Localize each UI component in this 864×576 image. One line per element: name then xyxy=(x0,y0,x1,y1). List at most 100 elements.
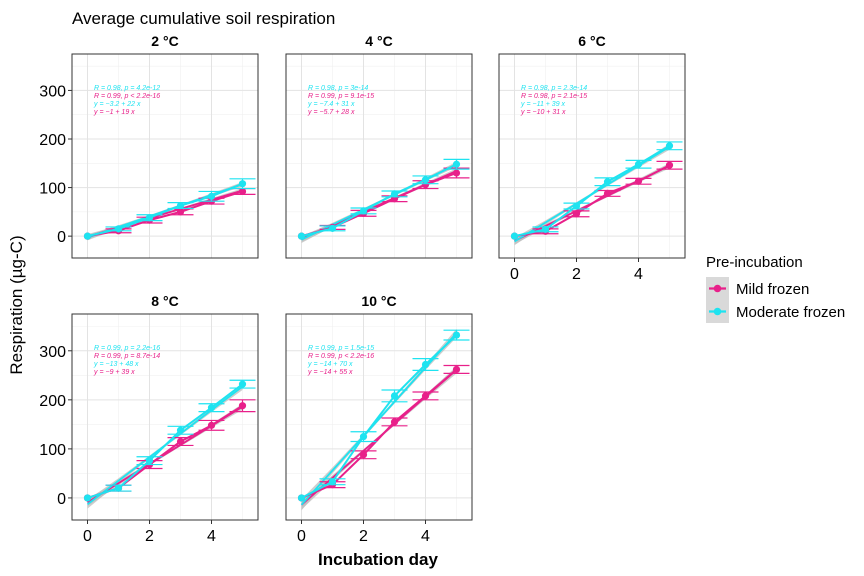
data-point-moderate xyxy=(297,232,306,240)
data-point-moderate xyxy=(176,201,185,210)
data-point-mild xyxy=(207,421,216,429)
panel-border xyxy=(71,53,259,259)
data-point-moderate xyxy=(176,426,185,434)
data-point-mild xyxy=(359,451,368,459)
regression-annotation: R = 0.99, p = 8.7e-14 xyxy=(94,353,160,360)
data-point-moderate xyxy=(145,214,154,222)
regression-annotation: R = 0.98, p = 2.1e-15 xyxy=(521,93,587,100)
data-point-mild xyxy=(238,402,247,410)
data-point-moderate xyxy=(421,360,430,369)
data-point-moderate xyxy=(634,160,643,168)
legend-item-moderate: Moderate frozen xyxy=(706,300,845,323)
panel-background xyxy=(286,54,472,258)
data-point-moderate xyxy=(390,190,399,198)
data-point-mild xyxy=(603,189,612,197)
data-point-moderate xyxy=(603,178,612,186)
data-point-moderate xyxy=(572,202,581,210)
data-point-moderate xyxy=(207,192,216,200)
legend-point-moderate xyxy=(713,307,722,316)
data-point-moderate xyxy=(421,176,430,184)
series-line-mild xyxy=(87,190,243,238)
legend-title: Pre-incubation xyxy=(706,254,803,271)
panel-strip-label: 2 °C xyxy=(151,33,178,49)
regression-annotation: R = 0.99, p < 2.2e-16 xyxy=(308,353,374,360)
regression-annotation: R = 0.98, p = 3e-14 xyxy=(308,85,368,92)
data-point-mild xyxy=(634,177,643,185)
regression-annotation: y = −13 + 48 x xyxy=(93,361,139,368)
series-line-moderate xyxy=(87,182,243,238)
data-point-moderate xyxy=(359,433,368,441)
panel-strip-label: 10 °C xyxy=(361,293,396,309)
x-tick-label: 4 xyxy=(421,528,430,545)
data-point-moderate xyxy=(452,331,461,339)
panel-border xyxy=(285,313,473,521)
x-axis-label: Incubation day xyxy=(318,550,439,569)
panel-border xyxy=(498,53,686,259)
facet-panels: 2 °CR = 0.98, p = 4.2e-12R = 0.99, p < 2… xyxy=(39,33,686,545)
data-point-moderate xyxy=(238,180,247,188)
panel-background xyxy=(72,54,258,258)
x-tick-label: 4 xyxy=(634,266,643,283)
regression-annotation: y = −14 + 70 x xyxy=(307,361,353,368)
x-tick-label: 2 xyxy=(145,528,154,545)
series-line-moderate xyxy=(514,144,671,238)
panel-border xyxy=(71,313,259,521)
data-point-moderate xyxy=(452,160,461,168)
data-point-moderate xyxy=(297,494,306,502)
regression-annotation: y = −1 + 19 x xyxy=(93,109,135,116)
x-tick-label: 2 xyxy=(359,528,368,545)
data-point-moderate xyxy=(238,380,247,388)
legend-point-mild xyxy=(713,284,722,293)
series-line-moderate xyxy=(301,163,457,238)
x-tick-label: 4 xyxy=(207,528,216,545)
data-point-mild xyxy=(390,418,399,426)
data-point-mild xyxy=(238,187,247,196)
data-point-moderate xyxy=(328,224,337,232)
data-point-mild xyxy=(421,392,430,400)
y-tick-label: 300 xyxy=(39,344,66,361)
data-point-moderate xyxy=(328,478,337,486)
legend-label-mild: Mild frozen xyxy=(736,281,809,298)
regression-annotation: y = −14 + 55 x xyxy=(307,369,353,376)
y-tick-label: 0 xyxy=(57,491,66,508)
data-point-moderate xyxy=(145,457,154,465)
x-tick-label: 2 xyxy=(572,266,581,283)
regression-annotation: R = 0.99, p = 1.5e-15 xyxy=(308,345,374,352)
data-point-mild xyxy=(665,161,674,169)
data-point-moderate xyxy=(359,207,368,215)
regression-annotation: y = −7.4 + 31 x xyxy=(307,101,355,108)
chart-title: Average cumulative soil respiration xyxy=(72,9,335,28)
data-point-moderate xyxy=(83,494,92,502)
y-tick-label: 200 xyxy=(39,393,66,410)
legend-label-moderate: Moderate frozen xyxy=(736,304,845,321)
y-tick-label: 0 xyxy=(57,229,66,246)
data-point-mild xyxy=(452,169,461,177)
data-point-moderate xyxy=(207,404,216,412)
legend-item-mild: Mild frozen xyxy=(706,277,809,300)
y-tick-label: 100 xyxy=(39,442,66,459)
y-tick-label: 300 xyxy=(39,83,66,100)
data-point-moderate xyxy=(665,142,674,150)
regression-annotation: R = 0.99, p = 2.2e-16 xyxy=(94,345,160,352)
panel-strip-label: 6 °C xyxy=(578,33,605,49)
y-axis-label: Respiration (µg-C) xyxy=(7,235,26,374)
regression-annotation: y = −9 + 39 x xyxy=(93,369,135,376)
y-tick-label: 100 xyxy=(39,181,66,198)
panel-border xyxy=(285,53,473,259)
data-point-mild xyxy=(452,365,461,374)
legend: Pre-incubation Mild frozen Moderate froz… xyxy=(706,254,845,323)
panel-strip-label: 8 °C xyxy=(151,293,178,309)
regression-annotation: y = −10 + 31 x xyxy=(520,109,566,116)
regression-annotation: R = 0.98, p = 2.3e-14 xyxy=(521,85,587,92)
regression-annotation: R = 0.98, p = 4.2e-12 xyxy=(94,85,160,92)
panel-strip-label: 4 °C xyxy=(365,33,392,49)
x-tick-label: 0 xyxy=(297,528,306,545)
data-point-mild xyxy=(176,208,185,216)
regression-annotation: R = 0.99, p = 9.1e-15 xyxy=(308,93,374,100)
data-point-moderate xyxy=(541,225,550,233)
data-point-moderate xyxy=(83,232,92,240)
data-point-moderate xyxy=(114,484,123,492)
data-point-moderate xyxy=(510,232,519,240)
data-point-moderate xyxy=(114,225,123,233)
regression-annotation: R = 0.99, p < 2.2e-16 xyxy=(94,93,160,100)
